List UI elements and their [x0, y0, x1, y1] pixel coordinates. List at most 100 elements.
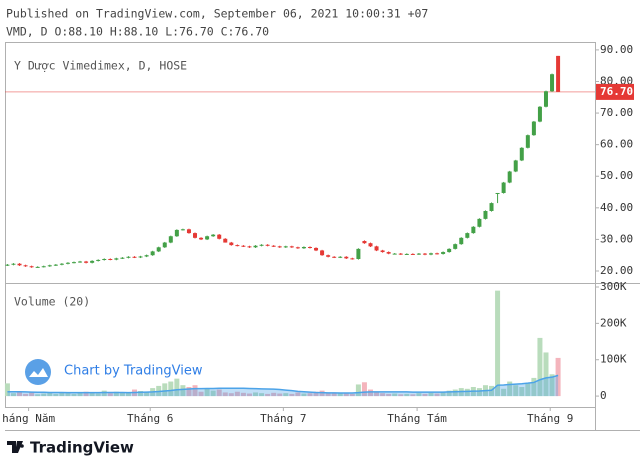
volume-bar [343, 393, 349, 397]
volume-bar [162, 383, 168, 397]
volume-bar [313, 391, 319, 397]
candle-body [314, 247, 319, 251]
ohlc-summary: VMD, D O:88.10 H:88.10 L:76.70 C:76.70 [6, 25, 269, 39]
candle-body [556, 55, 561, 92]
candle-body [132, 256, 137, 258]
volume-bar [65, 393, 71, 397]
volume-bar [180, 385, 186, 397]
volume-bar [53, 393, 59, 397]
candle-body [550, 74, 555, 92]
chart-frame [5, 42, 596, 408]
volume-bar [228, 393, 234, 397]
volume-bar [283, 393, 289, 397]
volume-bar [289, 393, 295, 397]
candle-body [108, 258, 113, 260]
candle-body [241, 245, 246, 247]
volume-bar [416, 393, 422, 397]
volume-bar [89, 392, 95, 397]
watermark-icon-glyph [29, 368, 48, 377]
candle-body [289, 246, 294, 248]
volume-bar [349, 393, 355, 397]
candle-body [156, 247, 161, 252]
volume-bar [240, 392, 246, 397]
volume-bar [198, 391, 204, 397]
volume-bar [95, 393, 101, 397]
footer-brand: TradingView [30, 439, 134, 457]
volume-bar [119, 392, 125, 397]
volume-bar [77, 392, 83, 397]
volume-bar [331, 393, 337, 397]
volume-bar [380, 393, 386, 397]
candle-body [350, 258, 355, 260]
candle-body [416, 253, 421, 255]
x-tick-label: Tháng 6 [127, 412, 173, 425]
volume-bar [301, 393, 307, 397]
candle-body [410, 253, 415, 255]
candle-body [283, 246, 288, 248]
candle-body [362, 240, 367, 244]
y-tick-label: 60.00 [600, 138, 633, 151]
candle-body [489, 203, 494, 211]
candle-body [386, 252, 391, 254]
watermark: Chart by TradingView [25, 359, 203, 385]
volume-bar [367, 389, 373, 397]
volume-bar [446, 390, 452, 397]
candle-body [180, 229, 185, 231]
volume-bar [47, 392, 53, 397]
candle-body [78, 261, 83, 263]
footer-logo: TradingView [7, 439, 134, 457]
candle-body [168, 236, 173, 243]
volume-bar [113, 391, 119, 397]
volume-bar [531, 377, 537, 397]
candle-body [5, 264, 10, 266]
candle-body [453, 244, 458, 249]
volume-bar [428, 392, 434, 397]
candle-body [435, 253, 440, 255]
volume-bar [513, 385, 519, 397]
candle-body [150, 251, 155, 256]
candle-body [205, 236, 210, 240]
candle-body [17, 263, 22, 266]
volume-bar [325, 392, 331, 397]
candle-body [507, 171, 512, 183]
candle-body [144, 255, 149, 257]
candle-body [537, 106, 542, 122]
candle-body [59, 263, 64, 265]
candle-body [404, 253, 409, 255]
candle-body [138, 256, 143, 258]
candle-body [265, 244, 270, 246]
volume-bar [265, 393, 271, 397]
candle-body [368, 243, 373, 247]
volume-bar [361, 382, 367, 397]
candle-body [320, 250, 325, 256]
volume-bar [410, 394, 416, 397]
candle-body [459, 237, 464, 245]
candle-body [23, 265, 28, 267]
volume-tick-label: 200K [600, 316, 627, 329]
volume-bar [138, 391, 144, 397]
volume-bar [464, 388, 470, 397]
candle-body [344, 256, 349, 259]
candle-body [429, 253, 434, 255]
volume-bar [440, 391, 446, 397]
volume-ma-line [7, 374, 559, 394]
volume-bar [259, 393, 265, 397]
logo-dot [20, 444, 24, 448]
candle-body [392, 253, 397, 255]
candle-body [71, 262, 76, 264]
volume-bar [392, 393, 398, 397]
watermark-text: Chart by TradingView [64, 364, 203, 379]
volume-bar [222, 392, 228, 397]
candle-body [162, 242, 167, 248]
candle-body [495, 192, 500, 194]
volume-bar [355, 384, 361, 397]
candle-body [217, 234, 222, 239]
volume-bar [404, 393, 410, 397]
volume-bar [144, 392, 150, 397]
x-tick-label: Tháng 7 [260, 412, 306, 425]
candle-body [96, 259, 101, 261]
candle-body [235, 245, 240, 247]
volume-bar [168, 381, 174, 397]
candle-body [326, 255, 331, 257]
candle-body [301, 246, 306, 249]
